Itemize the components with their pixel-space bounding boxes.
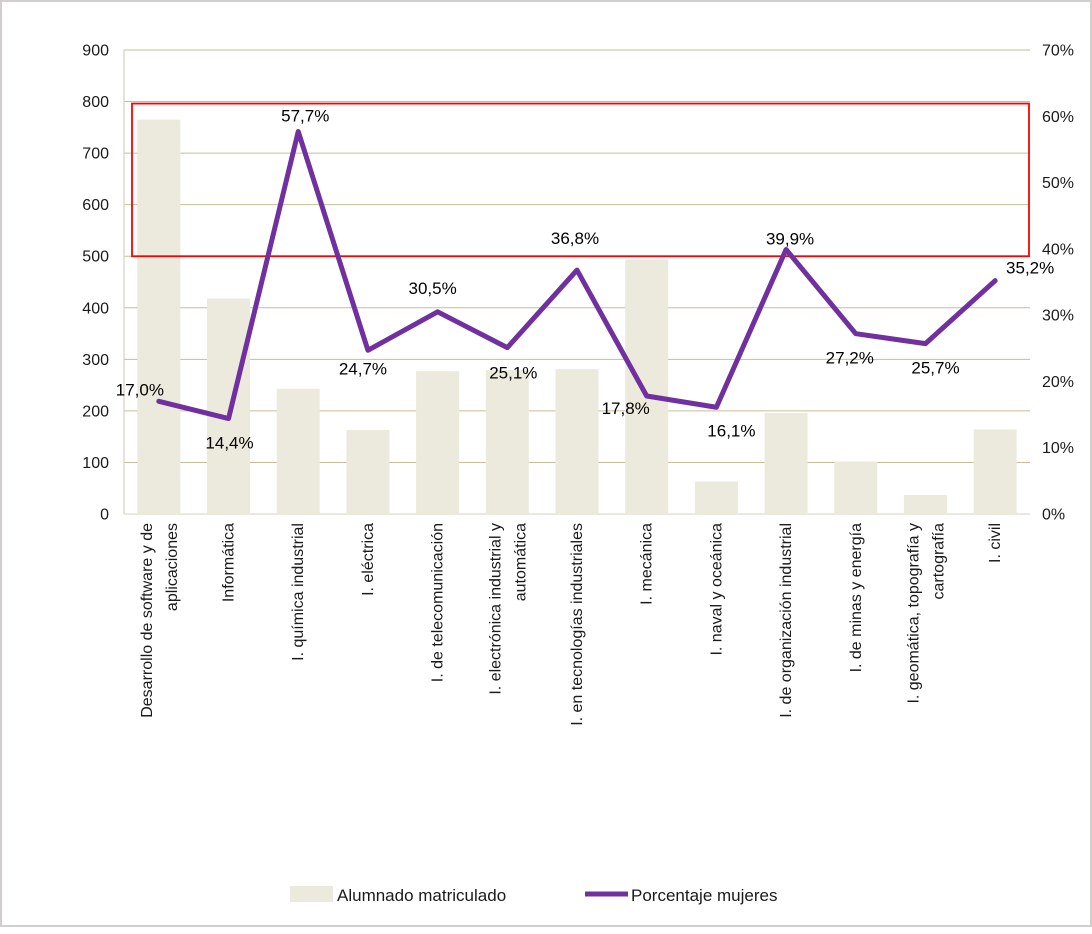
category-label-13: I. civil: [987, 523, 1004, 563]
right-axis-tick-50: 50%: [1042, 175, 1074, 192]
left-axis-tick-500: 500: [82, 249, 109, 266]
data-label-11: 27,2%: [826, 349, 874, 368]
category-label-11: I. de minas y energía: [848, 523, 865, 673]
bar-12: [903, 494, 947, 514]
category-label-5: I. de telecomunicación: [430, 523, 447, 682]
line-data-labels: 17,0% 14,4% 57,7% 24,7% 30,5% 25,1% 36,8% 17,8%…: [116, 107, 1055, 453]
legend: Alumnado matriculado Porcentaje mujeres: [290, 886, 777, 905]
right-axis-tick-60: 60%: [1042, 109, 1074, 126]
left-axis-tick-700: 700: [82, 146, 109, 163]
right-axis-tick-70: 70%: [1042, 43, 1074, 60]
bar-11: [834, 461, 878, 514]
data-label-3: 57,7%: [281, 107, 329, 126]
left-axis-tick-100: 100: [82, 455, 109, 472]
category-label-1: Desarrollo de software y de: [139, 523, 156, 718]
legend-bar-label: Alumnado matriculado: [337, 886, 506, 905]
left-axis-tick-200: 200: [82, 403, 109, 420]
annotation-red-box: [131, 102, 1030, 258]
data-label-2: 14,4%: [205, 434, 253, 453]
category-label-4: I. eléctrica: [360, 523, 377, 596]
right-axis-tick-0: 0%: [1042, 507, 1065, 524]
data-label-1: 17,0%: [116, 380, 164, 399]
bar-3: [276, 388, 320, 514]
category-labels: Desarrollo de software y de aplicaciones I…: [139, 523, 1004, 726]
data-label-6: 25,1%: [489, 364, 537, 383]
data-label-7: 36,8%: [551, 229, 599, 248]
right-axis-tick-20: 20%: [1042, 374, 1074, 391]
women-percentage-line: [156, 129, 998, 422]
category-label-6: automática: [512, 523, 529, 601]
left-axis-tick-400: 400: [82, 300, 109, 317]
left-axis-tick-900: 900: [82, 43, 109, 60]
bar-10: [764, 412, 808, 514]
category-label-8: I. mecánica: [639, 523, 656, 605]
data-label-13: 35,2%: [1006, 259, 1054, 278]
right-axis-tick-10: 10%: [1042, 440, 1074, 457]
left-axis-tick-0: 0: [100, 507, 109, 524]
bar-8: [625, 259, 669, 514]
right-axis-tick-30: 30%: [1042, 308, 1074, 325]
left-axis-tick-600: 600: [82, 197, 109, 214]
bar-series: [137, 119, 1017, 514]
category-label-2: Informática: [221, 523, 238, 602]
data-label-4: 24,7%: [339, 359, 387, 378]
legend-bar-swatch: [290, 886, 333, 902]
data-label-9: 16,1%: [707, 421, 755, 440]
left-axis-tick-300: 300: [82, 352, 109, 369]
bar-2: [207, 298, 251, 514]
data-label-10: 39,9%: [766, 230, 814, 249]
bar-9: [694, 481, 738, 514]
bar-4: [346, 429, 390, 514]
category-label-12: I. geomática, topografía y: [905, 523, 922, 704]
data-label-5: 30,5%: [409, 279, 457, 298]
legend-line-label: Porcentaje mujeres: [631, 886, 777, 905]
bar-1: [137, 119, 181, 514]
axis-tick-labels: 0 100 200 300 400 500 600 700 800 900 0% 10% 20% 30% 4…: [82, 43, 1074, 524]
category-label-7: I. en tecnologías industriales: [569, 523, 586, 726]
category-label-6: I. electrónica industrial y: [487, 523, 504, 695]
category-label-9: I. naval y oceánica: [708, 523, 725, 656]
bar-6: [485, 370, 529, 514]
bar-5: [416, 371, 460, 514]
data-label-12: 25,7%: [911, 359, 959, 378]
right-axis-tick-40: 40%: [1042, 241, 1074, 258]
bar-7: [555, 369, 599, 514]
left-axis-tick-800: 800: [82, 94, 109, 111]
category-label-12: cartografía: [930, 523, 947, 600]
bar-13: [973, 429, 1017, 514]
category-label-3: I. química industrial: [290, 523, 307, 661]
category-label-1: aplicaciones: [164, 523, 181, 611]
data-label-8: 17,8%: [602, 399, 650, 418]
category-label-10: I. de organización industrial: [778, 523, 795, 718]
